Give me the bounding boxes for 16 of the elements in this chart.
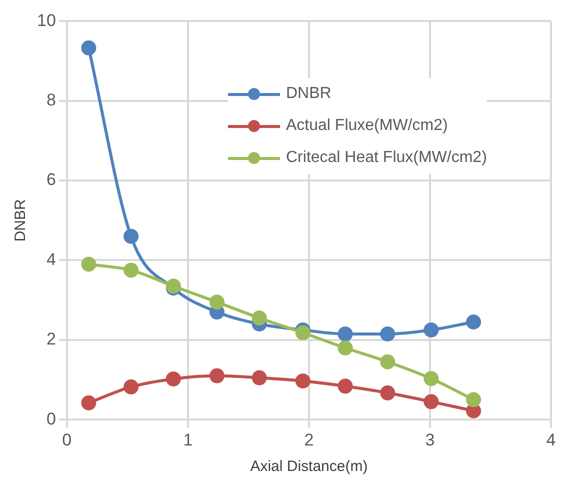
y-tick-label: 10 (36, 10, 56, 30)
y-tick-label: 6 (46, 170, 56, 190)
legend-label: DNBR (286, 85, 332, 103)
legend-label: Critecal Heat Flux(MW/cm2) (286, 149, 487, 167)
y-tick-label: 0 (46, 409, 56, 428)
y-tick-label: 4 (46, 250, 56, 269)
x-tick-label: 3 (425, 430, 435, 450)
x-axis-title: Axial Distance(m) (250, 458, 368, 476)
y-axis-title: DNBR (12, 198, 30, 242)
x-tick-label: 4 (546, 430, 556, 450)
x-tick-label: 1 (183, 430, 193, 450)
y-tick-label: 8 (46, 90, 56, 110)
x-tick-label: 0 (62, 430, 72, 450)
legend-label: Actual Fluxe(MW/cm2) (286, 117, 448, 135)
x-tick-label: 2 (304, 430, 314, 450)
y-tick-label: 2 (46, 330, 56, 349)
